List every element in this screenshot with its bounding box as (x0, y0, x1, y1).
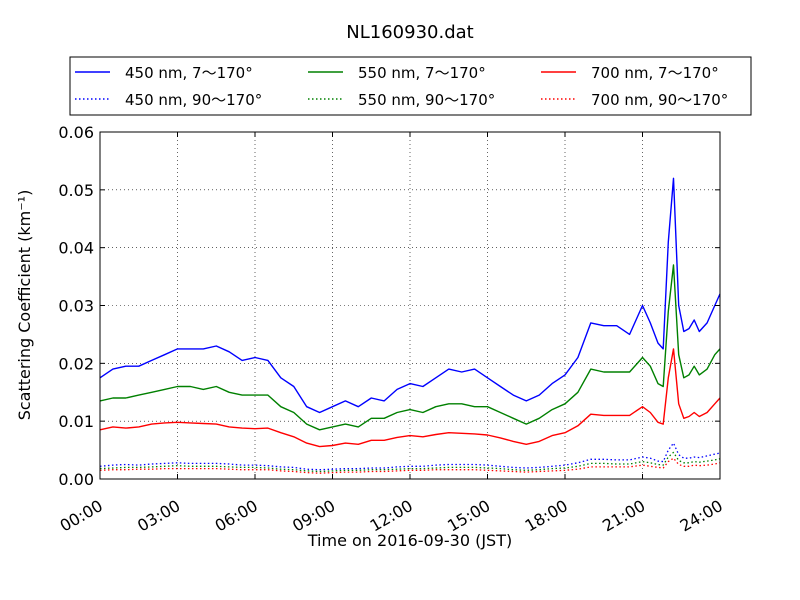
series-line-3 (99, 264, 721, 431)
legend-label: 450 nm, 7～170° (125, 64, 253, 82)
y-tick-label: 0.01 (58, 412, 94, 431)
legend-label: 700 nm, 90～170° (591, 91, 728, 109)
y-tick-label: 0.02 (58, 354, 94, 373)
series-line-2 (99, 442, 721, 471)
y-axis-label: Scattering Coefficient (km⁻¹) (15, 190, 34, 421)
legend-label: 450 nm, 90～170° (125, 91, 262, 109)
x-axis-label: Time on 2016-09-30 (JST) (307, 531, 512, 550)
legend: 450 nm, 7～170° 450 nm, 90～170° 550 nm, 7～1… (69, 56, 752, 116)
series-line-4 (99, 451, 721, 473)
grid-lines (100, 132, 720, 479)
legend-box (69, 56, 752, 116)
series-line-1 (99, 177, 721, 414)
legend-label: 550 nm, 7～170° (358, 64, 486, 82)
chart-title: NL160930.dat (346, 22, 473, 43)
y-tick-label: 0.04 (58, 239, 94, 258)
y-tick-label: 0.00 (58, 470, 94, 489)
y-tick-label: 0.06 (58, 123, 94, 142)
legend-label: 700 nm, 7～170° (591, 64, 719, 82)
legend-label: 550 nm, 90～170° (358, 91, 495, 109)
series-line-5 (99, 348, 721, 448)
y-tick-label: 0.05 (58, 181, 94, 200)
series-lines (99, 177, 721, 474)
y-tick-label: 0.03 (58, 297, 94, 316)
